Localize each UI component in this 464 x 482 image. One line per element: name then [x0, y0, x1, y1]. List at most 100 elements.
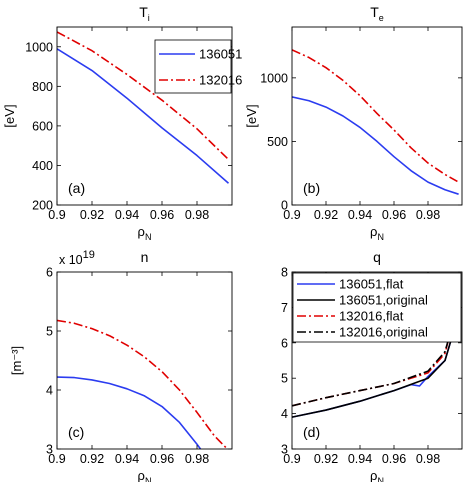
y-tick-label: 6: [46, 266, 53, 280]
axes-frame: [56, 271, 233, 450]
legend: 136051,flat136051,original132016,flat132…: [292, 272, 462, 343]
y-tick-label: 1000: [260, 71, 288, 85]
panel-tag: (b): [303, 180, 320, 196]
x-tick-label: 0.9: [283, 452, 300, 466]
x-tick-label: 0.9: [283, 208, 300, 222]
y-tick-label: 3: [281, 443, 288, 457]
x-tick-label: 0.98: [185, 208, 209, 222]
legend-entry: 136051,original: [339, 293, 428, 308]
axes-frame: [291, 271, 463, 450]
legend-entry: 136051,flat: [339, 277, 404, 292]
x-tick-label: 0.96: [382, 208, 406, 222]
series-line-blue-solid: [292, 96, 459, 195]
series-line-red-dashdot: [57, 319, 229, 449]
series-line-136051,original: [292, 314, 460, 418]
panel-title-main: T: [139, 4, 148, 20]
panel-title: n: [141, 249, 149, 265]
series-line-132016: [57, 31, 230, 161]
panel-tag: (a): [68, 180, 85, 196]
series-line-132016,original: [292, 303, 460, 407]
panel-title-main: n: [141, 249, 149, 265]
series-line-blue-solid: [57, 376, 202, 449]
axes-frame: [56, 26, 233, 206]
panel-title-main: q: [373, 249, 381, 265]
panel-title-sub: e: [379, 13, 384, 23]
series-line-136051: [57, 48, 230, 184]
x-axis-label-main: ρ: [138, 224, 145, 239]
x-tick-label: 0.94: [115, 208, 139, 222]
panel-d: 0.9 0.92 0.94 0.96 0.98 3 4 5 6 7 8 q ρN (d) 136051,fl…: [281, 249, 463, 482]
x-tick-label: 0.92: [314, 208, 338, 222]
y-scale-base: x 10: [59, 253, 83, 267]
y-tick-label: 3: [46, 443, 53, 457]
x-axis-label-sub: N: [145, 476, 152, 482]
x-tick-label: 0.92: [80, 452, 104, 466]
x-tick-label: 0.9: [48, 452, 65, 466]
y-tick-label: 5: [281, 372, 288, 386]
x-tick-label: 0.94: [348, 208, 372, 222]
panel-tag: (d): [303, 424, 320, 440]
x-axis-label: ρN: [370, 224, 384, 242]
x-tick-label: 0.98: [416, 452, 440, 466]
y-tick-label: 6: [281, 336, 288, 350]
y-tick-label: 5: [46, 325, 53, 339]
y-tick-label: 600: [32, 119, 53, 133]
plot-area: [292, 300, 460, 418]
y-tick-label: 0: [281, 199, 288, 213]
legend-entry: 132016: [199, 73, 242, 88]
panel-tag: (c): [68, 424, 84, 440]
plot-area: [57, 319, 229, 449]
y-tick-label: 200: [32, 199, 53, 213]
x-axis-label-main: ρ: [370, 468, 377, 482]
axes-frame: [291, 26, 463, 206]
legend-entry: 136051: [199, 47, 242, 62]
x-tick-label: 0.92: [80, 208, 104, 222]
series-line-red-dashdot: [292, 49, 459, 183]
y-tick-label: 400: [32, 159, 53, 173]
x-tick-label: 0.94: [115, 452, 139, 466]
x-axis-label-main: ρ: [138, 468, 145, 482]
y-tick-label: 500: [267, 135, 288, 149]
y-scale-multiplier: x 1019: [59, 249, 95, 267]
y-tick-label: 4: [281, 407, 288, 421]
panel-title: Te: [370, 4, 384, 23]
x-tick-label: 0.98: [416, 208, 440, 222]
x-axis-label-main: ρ: [370, 224, 377, 239]
x-axis-label: ρN: [370, 468, 384, 482]
y-axis-label: [eV]: [244, 104, 259, 127]
panel-title: Ti: [139, 4, 150, 23]
x-axis-label-sub: N: [377, 476, 384, 482]
x-axis-label: ρN: [138, 224, 152, 242]
panel-c: 0.9 0.92 0.94 0.96 0.98 3 4 5 6 n ρN [m⁻³] x 1019 (c): [9, 249, 233, 482]
panel-b: 0.9 0.92 0.94 0.96 0.98 0 500 1000 Te ρN [eV] (b): [244, 4, 463, 242]
legend: 136051 132016: [154, 39, 242, 94]
y-tick-label: 7: [281, 301, 288, 315]
x-axis-label-sub: N: [377, 232, 384, 242]
x-axis-label: ρN: [138, 468, 152, 482]
y-axis-label: [m⁻³]: [9, 346, 24, 375]
y-tick-label: 800: [32, 80, 53, 94]
y-scale-exponent: 19: [83, 249, 95, 261]
y-tick-label: 1000: [25, 40, 53, 54]
x-tick-label: 0.9: [48, 208, 65, 222]
x-tick-label: 0.94: [348, 452, 372, 466]
panel-title-main: T: [370, 4, 379, 20]
panel-title-sub: i: [148, 13, 150, 23]
y-tick-label: 8: [281, 266, 288, 280]
legend-entry: 132016,flat: [339, 309, 404, 324]
x-tick-label: 0.92: [314, 452, 338, 466]
panel-a: 0.9 0.92 0.94 0.96 0.98 200 400 600 800 1000 Ti ρN […: [2, 4, 242, 242]
x-tick-label: 0.98: [185, 452, 209, 466]
x-axis-label-sub: N: [145, 232, 152, 242]
plot-area: [57, 31, 230, 184]
y-tick-label: 4: [46, 384, 53, 398]
legend-box: [154, 39, 232, 94]
legend-entry: 132016,original: [339, 325, 428, 340]
y-axis-label: [eV]: [2, 104, 17, 127]
x-tick-label: 0.96: [150, 208, 174, 222]
x-tick-label: 0.96: [150, 452, 174, 466]
panel-title: q: [373, 249, 381, 265]
plot-area: [292, 49, 459, 195]
x-tick-label: 0.96: [382, 452, 406, 466]
